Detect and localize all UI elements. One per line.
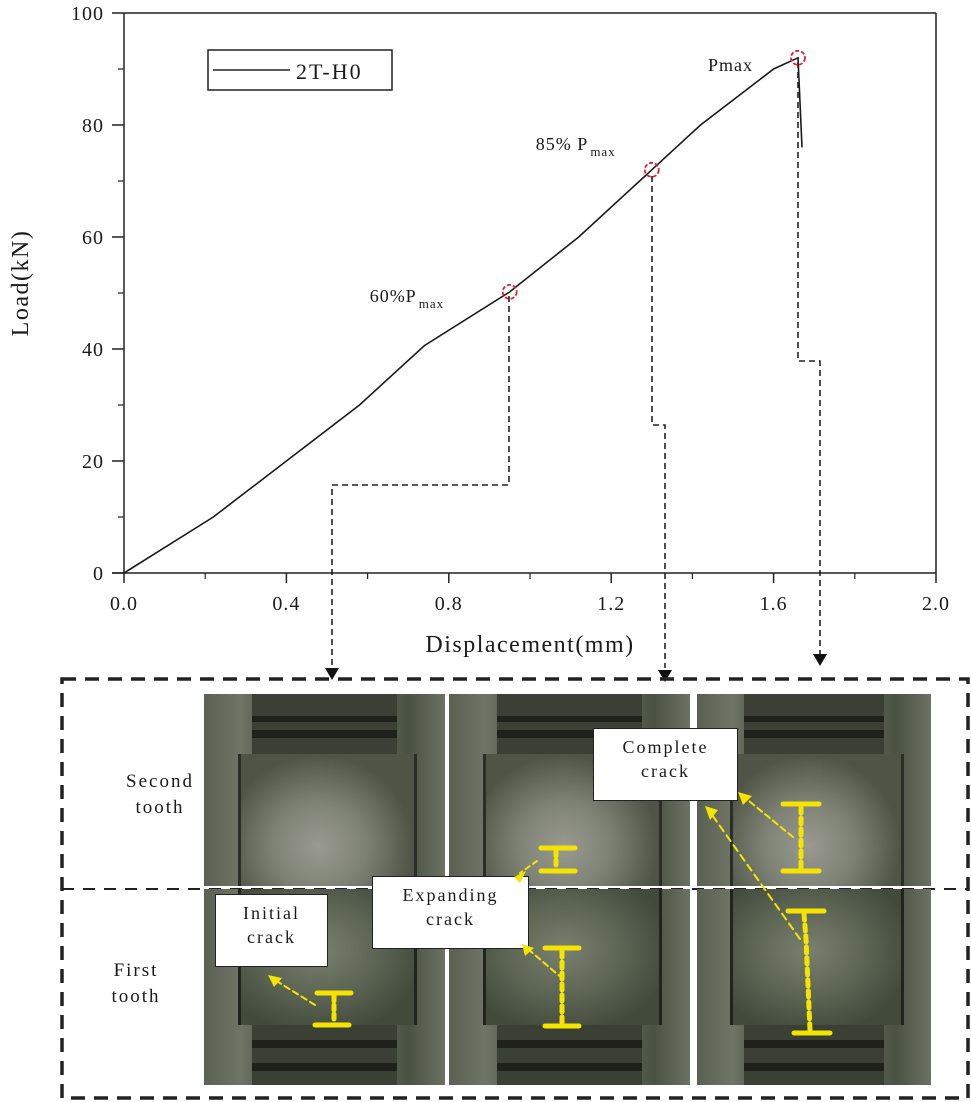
arrow-down-icon: [813, 654, 827, 666]
legend: 2T-H0: [207, 49, 393, 91]
y-tick-label: 40: [82, 339, 104, 361]
row-label-line: Second: [126, 771, 194, 792]
arrow-down-icon: [325, 668, 339, 680]
x-axis-title: Displacement(mm): [425, 632, 634, 658]
photo-texture: [497, 1025, 642, 1085]
y-axis-title: Load(kN): [8, 230, 34, 337]
callout-complete-crack: Complete crack: [593, 728, 738, 801]
y-tick-label: 100: [71, 3, 104, 25]
load-displacement-curve: [123, 56, 803, 574]
photo-texture: [497, 1040, 642, 1048]
annotation-label: 60%P max: [370, 286, 444, 311]
callout-text: crack: [426, 909, 475, 929]
arrow-down-icon: [658, 670, 672, 682]
tooth-photo: [697, 889, 931, 1085]
photo-texture: [729, 889, 905, 1025]
x-tick-label: 1.6: [760, 593, 788, 615]
leader-line-85pct: [651, 176, 666, 668]
row-label-line: First: [113, 960, 159, 981]
callout-text: Initial: [243, 903, 300, 923]
y-axis-ticks: 0 20 40 60 80 100: [71, 3, 124, 585]
callout-initial-crack: Initial crack: [215, 894, 328, 967]
photo-texture: [729, 754, 905, 886]
tooth-photo: [449, 694, 690, 886]
legend-label: 2T-H0: [296, 59, 363, 84]
photo-texture: [743, 716, 885, 722]
photo-texture: [743, 730, 885, 738]
leader-lines: [331, 62, 821, 670]
x-tick-label: 0.0: [110, 593, 138, 615]
photo-texture: [497, 716, 642, 722]
x-tick-label: 0.4: [272, 593, 300, 615]
callout-expanding-crack: Expanding crack: [372, 876, 529, 949]
y-tick-label: 0: [93, 563, 104, 585]
callout-text: crack: [641, 761, 690, 781]
row-label-line: tooth: [135, 797, 185, 818]
tooth-photo: [204, 694, 445, 886]
key-point-marker-icon: [643, 161, 660, 178]
callout-text: crack: [247, 927, 296, 947]
photo-texture: [237, 754, 418, 886]
y-tick-label: 80: [82, 115, 104, 137]
leader-line-pmax: [797, 62, 821, 656]
photo-texture: [252, 694, 397, 754]
x-tick-label: 0.8: [435, 593, 463, 615]
photo-texture: [252, 716, 397, 722]
leader-arrowheads: [325, 654, 827, 682]
annotation-label: Pmax: [708, 55, 753, 75]
row-label-second-tooth: Second tooth: [100, 769, 220, 821]
photo-texture: [743, 1040, 885, 1048]
callout-text: Expanding: [402, 885, 499, 905]
photo-texture: [252, 1040, 397, 1048]
y-tick-label: 60: [82, 227, 104, 249]
photo-texture: [252, 1063, 397, 1071]
row-label-first-tooth: First tooth: [76, 958, 196, 1010]
x-tick-label: 2.0: [922, 593, 950, 615]
callout-text: Complete: [622, 737, 709, 757]
photo-texture: [743, 1063, 885, 1071]
photo-texture: [252, 730, 397, 738]
row-label-line: tooth: [111, 986, 161, 1007]
plot-frame: [112, 12, 937, 574]
key-point-marker-icon: [501, 283, 518, 300]
x-tick-label: 1.2: [597, 593, 625, 615]
photo-texture: [252, 1025, 397, 1085]
photo-texture: [497, 1063, 642, 1071]
leader-line-60pct: [331, 296, 510, 670]
x-axis-ticks: 0.0 0.4 0.8 1.2 1.6 2.0: [110, 573, 950, 615]
photo-texture: [743, 694, 885, 754]
key-point-marker-icon: [790, 49, 806, 66]
photo-texture: [497, 730, 642, 738]
y-tick-label: 20: [82, 451, 104, 473]
photo-texture: [743, 1025, 885, 1085]
